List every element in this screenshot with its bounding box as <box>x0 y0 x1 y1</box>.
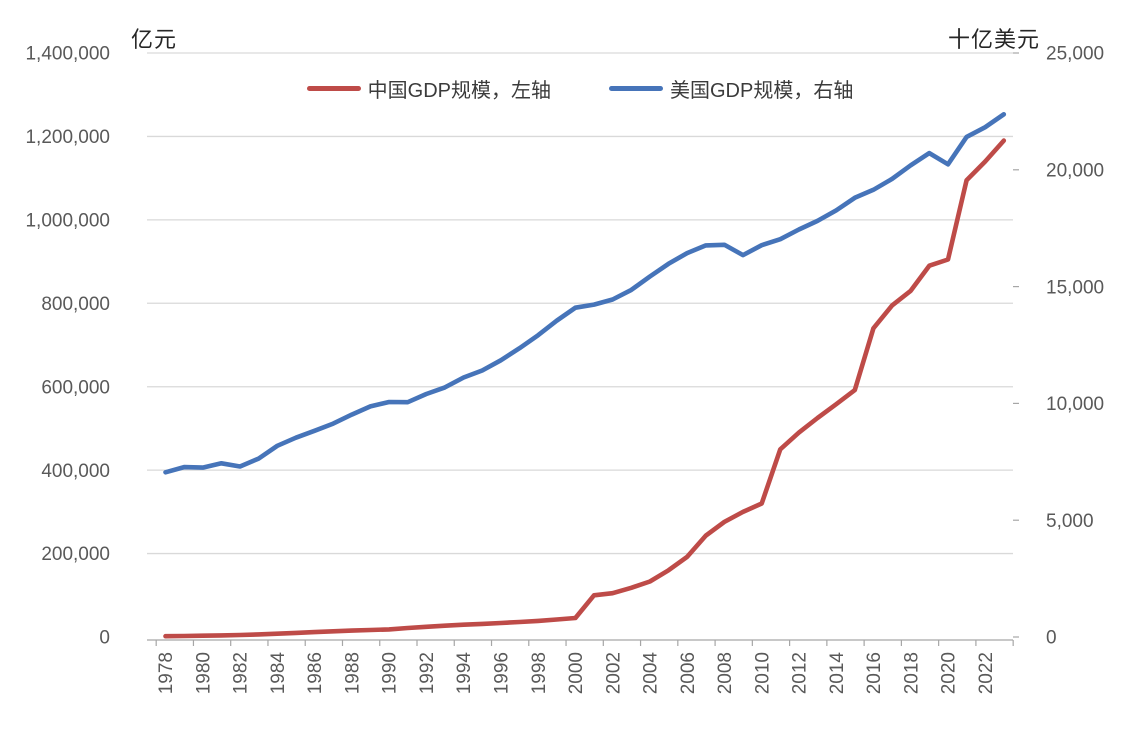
x-axis-year-label: 2002 <box>603 652 624 694</box>
left-axis-tick-label: 800,000 <box>41 294 110 315</box>
right-axis-tick-label: 25,000 <box>1046 44 1104 65</box>
x-axis-year-label: 2018 <box>901 652 922 694</box>
x-axis-year-label: 1978 <box>156 652 177 694</box>
x-axis-year-label: 1996 <box>491 652 512 694</box>
right-axis-tick-label: 10,000 <box>1046 394 1104 415</box>
x-axis-year-label: 2004 <box>641 652 662 695</box>
right-axis-tick-label: 15,000 <box>1046 277 1104 298</box>
left-axis-title: 亿元 <box>131 27 178 52</box>
x-axis-year-label: 1994 <box>454 652 475 695</box>
legend-label-us-gdp: 美国GDP规模，右轴 <box>670 80 854 102</box>
x-axis-year-label: 2006 <box>678 652 699 694</box>
x-axis-year-label: 1982 <box>231 652 252 694</box>
x-axis-year-label: 2010 <box>752 652 773 694</box>
x-axis-year-label: 1986 <box>305 652 326 694</box>
x-axis-year-label: 2000 <box>566 652 587 694</box>
legend: 中国GDP规模，左轴 美国GDP规模，右轴 <box>147 74 1013 103</box>
x-axis-year-label: 1984 <box>268 652 289 695</box>
x-axis-year-label: 1988 <box>342 652 363 694</box>
x-axis-year-label: 2020 <box>939 652 960 694</box>
legend-item-china-gdp: 中国GDP规模，左轴 <box>306 74 551 103</box>
legend-item-us-gdp: 美国GDP规模，右轴 <box>609 74 853 103</box>
x-axis-year-label: 2014 <box>827 652 848 695</box>
x-axis-year-label: 1980 <box>193 652 214 694</box>
x-axis-year-label: 2012 <box>790 652 811 694</box>
left-axis-tick-label: 600,000 <box>41 377 110 398</box>
left-axis-tick-label: 1,000,000 <box>25 211 110 232</box>
x-axis-year-label: 2008 <box>715 652 736 694</box>
legend-swatch-china-gdp <box>306 86 361 91</box>
left-axis-tick-label: 400,000 <box>41 461 110 482</box>
left-axis-tick-label: 200,000 <box>41 544 110 565</box>
series-line-us-gdp <box>163 112 1007 475</box>
left-axis-tick-label: 1,400,000 <box>25 44 110 65</box>
x-axis-year-label: 1998 <box>529 652 550 694</box>
right-axis-tick-label: 20,000 <box>1046 160 1104 181</box>
left-axis-tick-label: 1,200,000 <box>25 127 110 148</box>
legend-label-china-gdp: 中国GDP规模，左轴 <box>367 80 551 102</box>
x-axis-year-label: 2022 <box>976 652 997 694</box>
right-axis-title: 十亿美元 <box>947 27 1040 52</box>
left-axis-tick-label: 0 <box>99 628 110 649</box>
x-axis-year-label: 1992 <box>417 652 438 694</box>
right-axis-tick-label: 5,000 <box>1046 511 1094 532</box>
series-line-china-gdp <box>163 138 1007 639</box>
legend-swatch-us-gdp <box>609 86 663 91</box>
x-axis-year-label: 1990 <box>380 652 401 694</box>
x-axis-year-label: 2016 <box>864 652 885 694</box>
right-axis-tick-label: 0 <box>1046 628 1057 649</box>
